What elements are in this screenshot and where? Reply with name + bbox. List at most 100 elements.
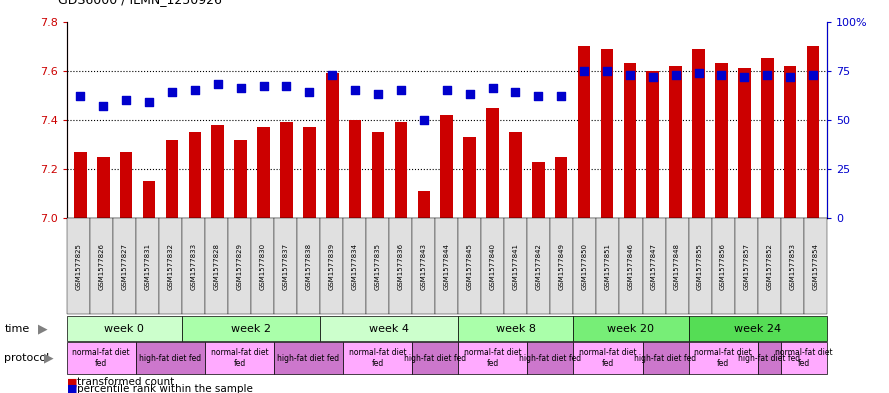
Text: GSM1577829: GSM1577829 xyxy=(236,243,243,290)
Point xyxy=(623,72,637,78)
Point xyxy=(279,83,293,90)
Bar xyxy=(418,191,430,218)
Bar xyxy=(486,108,499,218)
Text: GSM1577847: GSM1577847 xyxy=(651,243,657,290)
Text: high-fat diet fed: high-fat diet fed xyxy=(635,354,697,362)
Text: high-fat diet fed: high-fat diet fed xyxy=(277,354,340,362)
Point xyxy=(371,91,385,97)
Bar xyxy=(693,49,705,218)
Bar xyxy=(165,140,179,218)
Text: GSM1577854: GSM1577854 xyxy=(813,243,818,290)
Point xyxy=(234,85,248,92)
Text: GSM1577849: GSM1577849 xyxy=(559,243,565,290)
Text: GSM1577845: GSM1577845 xyxy=(467,243,473,290)
Point xyxy=(737,73,751,80)
Point xyxy=(394,87,408,94)
Point xyxy=(142,99,156,105)
Text: week 20: week 20 xyxy=(607,323,654,334)
Text: GSM1577830: GSM1577830 xyxy=(260,243,266,290)
Bar xyxy=(212,125,224,218)
Text: week 24: week 24 xyxy=(734,323,781,334)
Point xyxy=(600,68,614,74)
Bar xyxy=(257,127,270,218)
Point xyxy=(302,89,316,95)
Text: percentile rank within the sample: percentile rank within the sample xyxy=(77,384,253,393)
Text: GSM1577850: GSM1577850 xyxy=(582,243,588,290)
Text: GSM1577852: GSM1577852 xyxy=(766,243,773,290)
Point xyxy=(164,89,179,95)
Bar xyxy=(326,73,339,218)
Text: week 2: week 2 xyxy=(231,323,271,334)
Text: GSM1577831: GSM1577831 xyxy=(144,243,150,290)
Point xyxy=(554,93,568,99)
Text: normal-fat diet
fed: normal-fat diet fed xyxy=(348,348,406,368)
Bar xyxy=(761,59,773,218)
Text: GSM1577828: GSM1577828 xyxy=(213,243,220,290)
Bar xyxy=(303,127,316,218)
Text: normal-fat diet
fed: normal-fat diet fed xyxy=(464,348,522,368)
Text: high-fat diet fed: high-fat diet fed xyxy=(738,354,800,362)
Bar xyxy=(348,120,362,218)
Point xyxy=(119,97,133,103)
Text: normal-fat diet
fed: normal-fat diet fed xyxy=(775,348,833,368)
Bar xyxy=(280,122,292,218)
Point xyxy=(348,87,362,94)
Text: normal-fat diet
fed: normal-fat diet fed xyxy=(72,348,130,368)
Text: GSM1577826: GSM1577826 xyxy=(98,243,104,290)
Text: normal-fat diet
fed: normal-fat diet fed xyxy=(579,348,637,368)
Text: GSM1577843: GSM1577843 xyxy=(420,243,427,290)
Bar xyxy=(143,181,156,218)
Text: GSM1577855: GSM1577855 xyxy=(697,243,703,290)
Bar xyxy=(784,66,797,218)
Point xyxy=(532,93,546,99)
Bar xyxy=(623,63,637,218)
Point xyxy=(96,103,110,109)
Bar xyxy=(646,71,659,218)
Text: GSM1577834: GSM1577834 xyxy=(351,243,357,290)
Bar xyxy=(715,63,728,218)
Point xyxy=(577,68,591,74)
Text: GSM1577842: GSM1577842 xyxy=(536,243,542,290)
Bar xyxy=(532,162,545,218)
Text: high-fat diet fed: high-fat diet fed xyxy=(140,354,202,362)
Point xyxy=(440,87,454,94)
Bar xyxy=(509,132,522,218)
Bar xyxy=(578,46,590,218)
Bar xyxy=(235,140,247,218)
Bar xyxy=(188,132,201,218)
Text: time: time xyxy=(4,323,29,334)
Text: ■: ■ xyxy=(67,377,77,387)
Point xyxy=(485,85,500,92)
Point xyxy=(645,73,660,80)
Point xyxy=(715,72,729,78)
Text: week 4: week 4 xyxy=(369,323,409,334)
Bar xyxy=(74,152,87,218)
Point xyxy=(73,93,87,99)
Point xyxy=(325,72,340,78)
Text: GSM1577856: GSM1577856 xyxy=(720,243,726,290)
Point xyxy=(462,91,477,97)
Point xyxy=(188,87,202,94)
Text: normal-fat diet
fed: normal-fat diet fed xyxy=(211,348,268,368)
Bar xyxy=(806,46,820,218)
Text: GSM1577837: GSM1577837 xyxy=(283,243,289,290)
Text: ■: ■ xyxy=(67,384,77,393)
Bar xyxy=(738,68,750,218)
Bar xyxy=(463,137,476,218)
Text: ▶: ▶ xyxy=(38,322,47,335)
Point xyxy=(692,70,706,76)
Text: GSM1577827: GSM1577827 xyxy=(121,243,127,290)
Text: normal-fat diet
fed: normal-fat diet fed xyxy=(694,348,752,368)
Bar xyxy=(669,66,682,218)
Point xyxy=(760,72,774,78)
Point xyxy=(669,72,683,78)
Text: high-fat diet fed: high-fat diet fed xyxy=(519,354,581,362)
Bar xyxy=(440,115,453,218)
Bar xyxy=(601,49,613,218)
Text: GSM1577836: GSM1577836 xyxy=(397,243,404,290)
Point xyxy=(417,117,431,123)
Text: GSM1577851: GSM1577851 xyxy=(605,243,611,290)
Text: GSM1577832: GSM1577832 xyxy=(167,243,173,290)
Text: GSM1577839: GSM1577839 xyxy=(329,243,334,290)
Text: protocol: protocol xyxy=(4,353,50,363)
